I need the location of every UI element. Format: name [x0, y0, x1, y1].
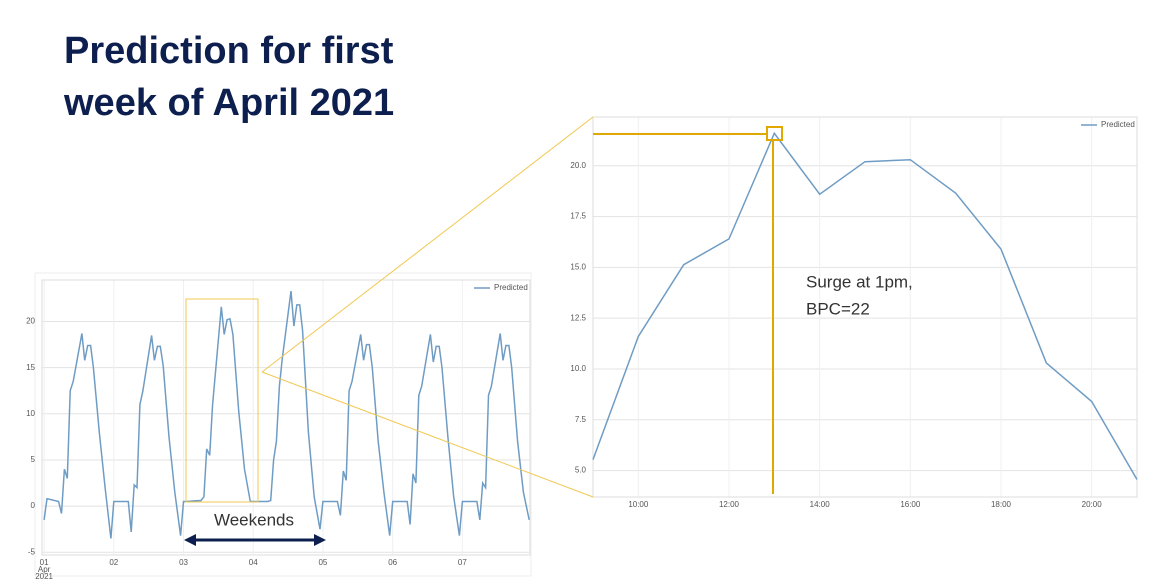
y-tick-label: 20.0: [570, 161, 586, 170]
x-tick-label: 10:00: [628, 500, 649, 509]
slide-title: week of April 2021: [63, 82, 394, 124]
y-tick-label: 15: [26, 363, 35, 372]
x-tick-label-line: 01: [40, 558, 49, 567]
legend-label: Predicted: [494, 283, 528, 292]
x-tick-label-line: 12:00: [719, 500, 740, 509]
x-tick-label-line: 14:00: [810, 500, 831, 509]
slide-title: Prediction for first: [64, 30, 394, 72]
x-tick-label: 03: [179, 558, 188, 567]
x-tick-label-line: 10:00: [628, 500, 649, 509]
y-tick-label: 5.0: [575, 466, 587, 475]
x-tick-label-line: 16:00: [900, 500, 921, 509]
plot-frame: [592, 116, 1138, 498]
y-tick-label: 0: [31, 501, 36, 510]
x-tick-label: 01 Apr 2021: [35, 558, 53, 581]
y-tick-label: 20: [26, 317, 35, 326]
highlight-box: [766, 126, 783, 141]
y-tick-label: 17.5: [570, 212, 586, 221]
legend-label: Predicted: [1101, 120, 1135, 129]
zoom-line: [261, 371, 594, 498]
zoom-line: [261, 116, 594, 373]
x-tick-label-line: 05: [318, 558, 327, 567]
x-tick-label: 12:00: [719, 500, 740, 509]
series-line: [592, 131, 1138, 480]
x-tick-label-line: 06: [388, 558, 397, 567]
y-tick-label: 10.0: [570, 364, 586, 373]
bracket-label: Weekends: [214, 510, 294, 529]
x-tick-label: 05: [318, 558, 327, 567]
x-tick-label: 07: [458, 558, 467, 567]
x-tick-label: 14:00: [810, 500, 831, 509]
x-tick-label-line: 2021: [35, 572, 53, 581]
chart-panel: [34, 272, 532, 577]
chart-panel: [575, 108, 1145, 508]
y-tick-label: 7.5: [575, 415, 587, 424]
x-tick-label: 06: [388, 558, 397, 567]
y-tick-label: 5: [31, 455, 36, 464]
x-tick-label-line: 07: [458, 558, 467, 567]
y-tick-label: 15.0: [570, 262, 586, 271]
annotation: Surge at 1pm,: [806, 272, 913, 291]
x-tick-label-line: Apr: [38, 565, 51, 574]
series-line: [43, 291, 530, 539]
x-tick-label: 18:00: [991, 500, 1012, 509]
x-tick-label-line: 04: [249, 558, 258, 567]
zoom-box: [185, 298, 259, 503]
x-tick-label: 02: [109, 558, 118, 567]
x-tick-label-line: 03: [179, 558, 188, 567]
y-tick-label: 10: [26, 409, 35, 418]
annotation: BPC=22: [806, 299, 870, 318]
x-tick-label-line: 18:00: [991, 500, 1012, 509]
x-tick-label: 20:00: [1082, 500, 1103, 509]
x-tick-label: 04: [249, 558, 258, 567]
x-tick-label: 16:00: [900, 500, 921, 509]
x-tick-label-line: 20:00: [1082, 500, 1103, 509]
y-tick-label: -5: [28, 547, 36, 556]
y-tick-label: 12.5: [570, 313, 586, 322]
plot-frame: [41, 279, 531, 556]
x-tick-label-line: 02: [109, 558, 118, 567]
